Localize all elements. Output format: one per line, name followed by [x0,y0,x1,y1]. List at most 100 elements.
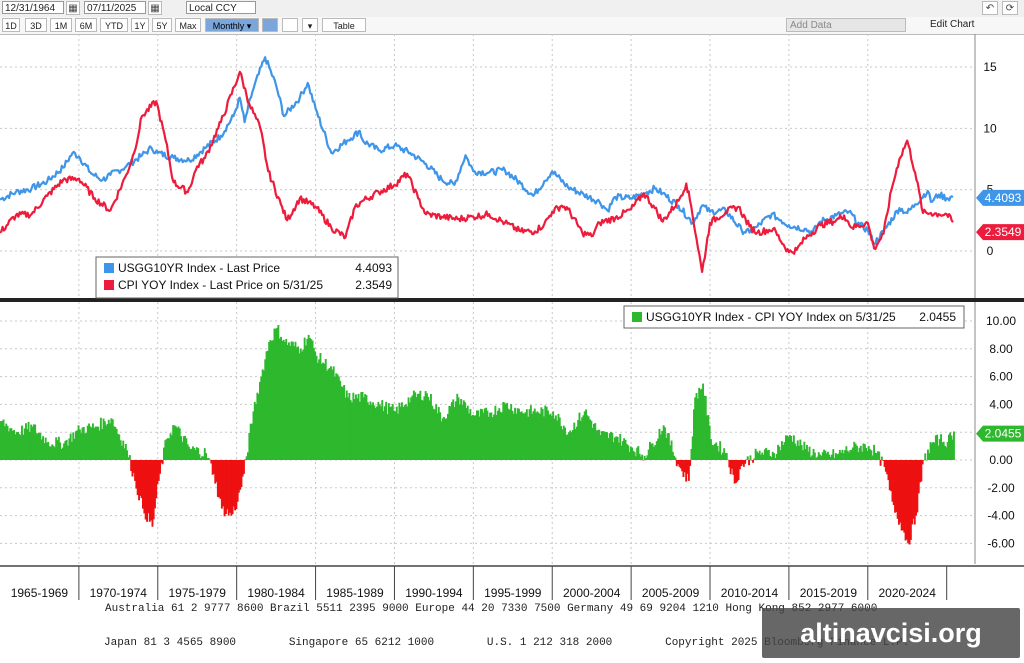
spread-bar-positive [93,427,96,460]
spread-bar-negative [892,460,895,505]
spread-bar-positive [853,441,856,460]
spread-bar-positive [295,347,298,460]
spread-bar-positive [92,423,94,460]
spread-bar-positive [560,426,563,460]
spread-bar-positive [431,405,434,460]
spread-bar-negative [159,460,162,474]
spread-bar-positive [443,417,446,460]
spread-bar-positive [464,402,467,460]
y-tick-label: 6.00 [989,370,1013,384]
style-button[interactable] [282,18,298,32]
spread-bar-positive [474,415,477,460]
spread-bar-positive [339,380,342,460]
spread-bar-positive [361,392,364,460]
spread-bar-negative [685,460,688,482]
more-dropdown-icon[interactable]: ▾ [302,18,318,32]
spread-bar-negative [220,460,223,509]
spread-bar-positive [124,444,127,460]
legend-usgg10yr-label: USGG10YR Index - Last Price [118,261,280,275]
spread-bar-positive [73,438,76,460]
calendar-icon[interactable]: ▦ [148,1,162,15]
spread-bar-positive [318,359,321,460]
spread-bar-positive [31,426,34,460]
range-6m-button[interactable]: 6M [75,18,97,32]
spread-bar-positive [366,402,369,460]
spread-bar-positive [61,447,64,460]
end-date-field[interactable]: 07/11/2025 [84,1,146,14]
range-ytd-button[interactable]: YTD [100,18,128,32]
spread-bar-positive [449,406,452,460]
calendar-icon[interactable]: ▦ [66,1,80,15]
spread-bar-positive [3,426,6,460]
range-1y-button[interactable]: 1Y [131,18,149,32]
spread-bar-negative [750,460,753,461]
currency-select[interactable]: Local CCY [186,1,256,14]
spread-bar-negative [161,460,164,465]
range-5y-button[interactable]: 5Y [152,18,172,32]
spread-bar-positive [589,419,592,460]
spread-bar-positive [923,460,925,461]
spread-bar-positive [451,402,453,460]
period-select[interactable]: Monthly ▾ [205,18,259,32]
spread-bar-positive [504,404,507,460]
spread-bar-positive [264,359,267,460]
spread-bar-positive [595,430,598,460]
range-1m-button[interactable]: 1M [50,18,72,32]
range-1d-button[interactable]: 1D [2,18,20,32]
chart-type-button[interactable] [262,18,278,32]
spread-bar-positive [88,423,91,460]
spread-bar-positive [55,437,58,460]
spread-bar-positive [506,402,509,460]
refresh-icon[interactable]: ⟳ [1002,1,1018,15]
start-date-field[interactable]: 12/31/1964 [2,1,64,14]
spread-bar-positive [495,415,498,460]
spread-bar-positive [269,340,272,460]
table-button[interactable]: Table [322,18,366,32]
spread-bar-positive [352,392,355,460]
spread-bar-positive [817,452,820,460]
spread-bar-negative [150,460,153,521]
edit-chart-button[interactable]: Edit Chart [930,19,975,30]
spread-bar-positive [301,351,304,460]
spread-bar-negative [156,460,159,485]
spread-bar-positive [52,445,55,460]
spread-bar-positive [857,452,860,460]
spread-bar-positive [769,456,772,460]
spread-bar-positive [578,412,581,460]
spread-bar-positive [280,336,283,460]
spread-bar-positive [334,376,336,460]
spread-bar-positive [803,441,806,460]
range-3d-button[interactable]: 3D [25,18,47,32]
spread-bar-negative [234,460,237,511]
legend-bottom: USGG10YR Index - CPI YOY Index on 5/31/2… [623,305,965,329]
spread-bar-positive [585,409,588,460]
spread-bar-positive [302,349,305,460]
range-max-button[interactable]: Max [175,18,201,32]
spread-bar-positive [110,418,113,460]
spread-bar-positive [89,426,92,460]
spread-bar-positive [816,456,819,460]
spread-bar-positive [39,433,42,460]
spread-bar-positive [565,434,568,460]
spread-bar-negative [902,460,904,531]
spread-bar-positive [840,452,843,460]
undo-icon[interactable]: ↶ [982,1,998,15]
y-tick-label: 0 [987,244,994,258]
spread-bar-positive [418,393,421,460]
spread-bar-negative [920,460,923,482]
spread-bar-negative [687,460,690,481]
spread-bar-positive [336,374,339,460]
spread-bar-positive [257,394,260,460]
add-data-field[interactable]: Add Data [786,18,906,32]
spread-bar-negative [884,460,887,472]
spread-bar-positive [460,399,463,460]
spread-bar-positive [293,346,296,460]
spread-bar-positive [397,413,400,460]
spread-bar-negative [891,460,894,502]
spread-bar-positive [708,425,711,460]
spread-bar-positive [436,413,439,460]
spread-bar-positive [416,393,419,460]
spread-bar-positive [332,366,335,460]
spread-bar-positive [2,419,5,460]
spread-bar-positive [813,452,816,460]
